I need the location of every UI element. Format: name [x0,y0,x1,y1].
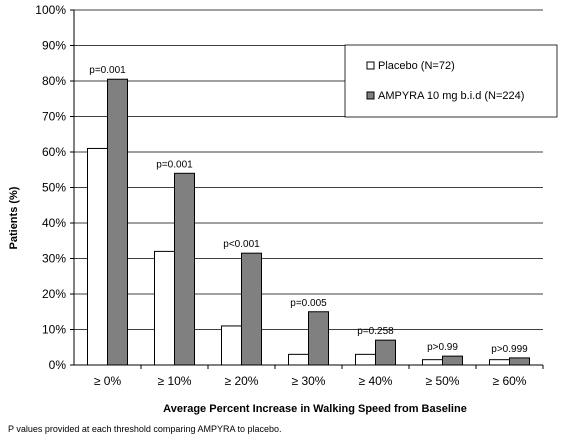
y-tick-label: 20% [42,287,66,301]
y-tick-label: 40% [42,216,66,230]
legend-label-ampyra: AMPYRA 10 mg b.i.d (N=224) [378,90,524,102]
y-tick-label: 30% [42,252,66,266]
y-tick-label: 10% [42,323,66,337]
bar-placebo [87,147,108,366]
p-value-label: p=0.001 [89,65,126,76]
y-tick-label: 80% [42,74,66,88]
legend-swatch-placebo [366,61,375,70]
y-tick-labels: 0% 10% 20% 30% 40% 50% 60% 70% 80% 90% 100% [35,3,66,372]
p-value-label: p=0.001 [156,159,193,170]
legend-label-placebo: Placebo (N=72) [378,60,455,72]
p-value-label: p=0.005 [290,298,327,309]
p-value-labels: p=0.001 p=0.001 p<0.001 p=0.005 p=0.258 p>0.9… [89,65,528,355]
bars [87,78,530,366]
bar-placebo [288,353,309,366]
y-tick-label: 0% [49,358,67,372]
bar-placebo [154,250,175,366]
p-value-label: p<0.001 [223,239,260,250]
x-axis-label: Average Percent Increase in Walking Spee… [163,403,467,415]
x-tick-labels: ≥ 0% ≥ 10% ≥ 20% ≥ 30% ≥ 40% ≥ 50% ≥ 60% [94,365,544,388]
legend: Placebo (N=72) AMPYRA 10 mg b.i.d (N=224… [344,44,558,118]
bar-ampyra [107,78,128,366]
x-tick-label: ≥ 10% [158,374,192,388]
y-tick-label: 60% [42,145,66,159]
bar-placebo [489,359,510,366]
p-value-label: p>0.999 [491,344,528,355]
x-tick-label: ≥ 20% [225,374,259,388]
footnote: P values provided at each threshold comp… [8,424,282,434]
x-tick-label: ≥ 50% [426,374,460,388]
bar-placebo [221,325,242,366]
bar-ampyra [442,355,463,366]
p-value-label: p>0.99 [427,342,458,353]
bar-ampyra [509,357,530,366]
p-value-label: p=0.258 [357,326,394,337]
legend-swatch-ampyra [366,91,375,100]
x-tick-label: ≥ 40% [359,374,393,388]
bar-ampyra [308,311,329,366]
y-tick-label: 100% [35,3,66,17]
bar-placebo [355,353,376,366]
bar-ampyra [375,339,396,366]
bar-ampyra [241,252,262,366]
y-tick-label: 70% [42,110,66,124]
y-axis-label: Patients (%) [8,186,20,249]
bar-ampyra [174,172,195,366]
bar-chart: 0% 10% 20% 30% 40% 50% 60% 70% 80% 90% 100% p=0.00… [8,3,558,415]
bar-placebo [422,359,443,366]
x-tick-label: ≥ 0% [94,374,122,388]
legend-box [344,44,558,118]
x-tick-label: ≥ 60% [493,374,527,388]
x-tick-label: ≥ 30% [292,374,326,388]
y-tick-label: 90% [42,39,66,53]
y-tick-label: 50% [42,181,66,195]
